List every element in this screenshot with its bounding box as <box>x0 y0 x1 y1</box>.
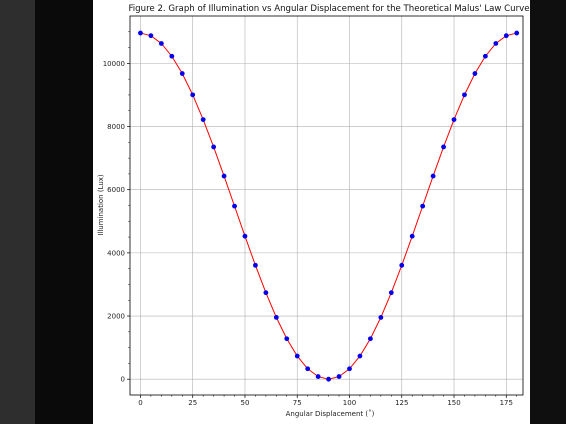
data-point <box>242 233 248 239</box>
plot-frame <box>129 15 524 396</box>
x-tick-label: 0 <box>138 399 142 407</box>
data-point <box>420 203 426 209</box>
data-point <box>190 92 196 98</box>
y-tick-label: 6000 <box>107 186 125 194</box>
data-point <box>169 53 175 59</box>
figure-canvas: Figure 2. Graph of Illumination vs Angul… <box>93 0 530 424</box>
grid-lines <box>130 16 523 395</box>
data-point <box>326 376 331 382</box>
right-dark-strip <box>530 0 566 424</box>
data-point <box>315 374 321 379</box>
data-point <box>200 117 206 122</box>
data-point <box>305 366 311 372</box>
data-point <box>357 353 363 359</box>
data-point <box>514 30 520 36</box>
data-point <box>158 41 164 46</box>
data-point <box>232 203 237 209</box>
x-axis-label: Angular Displacement (˚) <box>286 410 375 418</box>
x-tick-label: 175 <box>500 399 513 407</box>
left-panel-strip <box>0 0 35 424</box>
data-point <box>388 290 394 296</box>
data-point <box>284 336 290 342</box>
chart-title: Figure 2. Graph of Illumination vs Angul… <box>128 4 529 14</box>
x-tick-label: 150 <box>447 399 460 407</box>
data-point <box>378 314 384 320</box>
y-tick-label: 4000 <box>107 249 125 257</box>
data-point <box>451 117 457 122</box>
data-point <box>399 262 405 268</box>
left-dark-strip <box>35 0 93 424</box>
data-point <box>367 336 373 342</box>
data-point <box>336 374 342 379</box>
y-axis-ticks: 0 2000 4000 6000 8000 10000 <box>103 31 130 384</box>
data-point <box>482 53 488 59</box>
data-point <box>503 33 509 39</box>
y-tick-label: 10000 <box>103 60 125 68</box>
x-tick-label: 100 <box>343 399 356 407</box>
data-point <box>253 262 258 268</box>
data-point <box>273 314 279 320</box>
y-tick-label: 0 <box>121 376 125 384</box>
series-line <box>140 32 517 380</box>
data-point <box>263 290 269 296</box>
y-tick-label: 2000 <box>107 313 125 321</box>
x-tick-label: 125 <box>395 399 408 407</box>
x-tick-label: 50 <box>241 399 250 407</box>
y-axis-label: Illumination (Lux) <box>97 174 105 236</box>
data-point <box>211 144 217 150</box>
data-point <box>179 71 185 76</box>
data-point <box>409 233 415 239</box>
x-tick-label: 75 <box>293 399 302 407</box>
data-point <box>221 173 227 179</box>
data-point <box>462 92 467 98</box>
marker-layer <box>138 30 520 382</box>
curve-layer <box>140 32 517 380</box>
data-point <box>472 71 478 76</box>
malus-law-chart: Figure 2. Graph of Illumination vs Angul… <box>97 4 530 418</box>
y-tick-label: 8000 <box>107 123 125 131</box>
data-point <box>493 41 499 46</box>
data-point <box>294 353 300 359</box>
x-axis-ticks: 0 25 50 75 100 125 150 175 <box>138 395 517 407</box>
x-tick-label: 25 <box>188 399 197 407</box>
data-point <box>347 366 352 372</box>
data-point <box>441 144 446 150</box>
data-point <box>138 30 143 36</box>
data-point <box>148 33 154 39</box>
data-point <box>430 173 436 179</box>
